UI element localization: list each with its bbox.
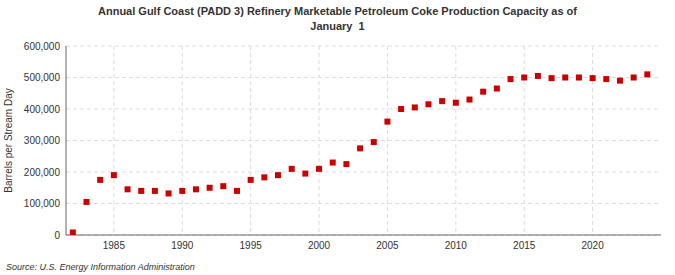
point — [549, 75, 555, 81]
chart: Annual Gulf Coast (PADD 3) Refinery Mark… — [0, 0, 675, 275]
source: Source: U.S. Energy Information Administ… — [6, 262, 195, 272]
x-tick-label: 1995 — [240, 240, 263, 251]
x-grid-line — [250, 46, 251, 235]
y-tick-label: 500,000 — [24, 72, 61, 83]
point — [384, 119, 390, 125]
x-axis-line — [66, 235, 661, 236]
point — [494, 86, 500, 92]
point — [152, 188, 158, 194]
point — [84, 199, 90, 205]
x-grid-line — [592, 46, 593, 235]
point — [330, 160, 336, 166]
point — [302, 171, 308, 177]
point — [316, 166, 322, 172]
point — [508, 76, 514, 82]
point — [125, 186, 131, 192]
y-grid-line — [66, 77, 661, 78]
point — [275, 172, 281, 178]
point — [398, 106, 404, 112]
x-grid-line — [524, 46, 525, 235]
x-grid-line — [113, 46, 114, 235]
point — [111, 172, 117, 178]
points — [70, 71, 650, 235]
point — [193, 186, 199, 192]
point — [207, 185, 213, 191]
x-grid-line — [455, 46, 456, 235]
point — [644, 71, 650, 77]
x-grid-line — [182, 46, 183, 235]
y-tick-label: 300,000 — [24, 135, 61, 146]
x-tick-label: 2005 — [376, 240, 399, 251]
point — [480, 89, 486, 95]
point — [343, 161, 349, 167]
x-grid-line — [387, 46, 388, 235]
y-grid-line — [66, 235, 661, 236]
x-tick-label: 2015 — [513, 240, 536, 251]
point — [576, 75, 582, 81]
y-grid-line — [66, 140, 661, 141]
y-axis-label: Barrels per Stream Day — [3, 88, 14, 192]
x-tick-label: 2000 — [308, 240, 331, 251]
point — [220, 183, 226, 189]
point — [234, 188, 240, 194]
y-grid-line — [66, 46, 661, 47]
point — [603, 76, 609, 82]
y-tick-label: 400,000 — [24, 104, 61, 115]
x-tick-label: 2010 — [445, 240, 468, 251]
y-axis-line — [66, 46, 67, 235]
point — [631, 75, 637, 81]
point — [261, 174, 267, 180]
y-tick-label: 100,000 — [24, 198, 61, 209]
point — [70, 229, 76, 235]
point — [179, 188, 185, 194]
point — [97, 177, 103, 183]
x-grid-line — [319, 46, 320, 235]
point — [425, 101, 431, 107]
point — [467, 97, 473, 103]
title: Annual Gulf Coast (PADD 3) Refinery Mark… — [98, 5, 577, 17]
x-tick-label: 2020 — [581, 240, 604, 251]
y-tick-label: 0 — [54, 230, 60, 241]
point — [617, 78, 623, 84]
x-tick-label: 1985 — [103, 240, 126, 251]
point — [439, 98, 445, 104]
point — [412, 104, 418, 110]
x-tick-label: 1990 — [171, 240, 194, 251]
y-grid-line — [66, 109, 661, 110]
point — [590, 75, 596, 81]
point — [248, 177, 254, 183]
point — [535, 73, 541, 79]
subtitle: January 1 — [310, 20, 364, 32]
point — [357, 145, 363, 151]
point — [371, 139, 377, 145]
point — [562, 75, 568, 81]
grid — [66, 46, 661, 235]
y-tick-label: 200,000 — [24, 167, 61, 178]
point — [453, 100, 459, 106]
y-tick-label: 600,000 — [24, 41, 61, 52]
point — [289, 166, 295, 172]
point — [521, 75, 527, 81]
y-grid-line — [66, 203, 661, 204]
point — [166, 190, 172, 196]
y-grid-line — [66, 172, 661, 173]
point — [138, 188, 144, 194]
